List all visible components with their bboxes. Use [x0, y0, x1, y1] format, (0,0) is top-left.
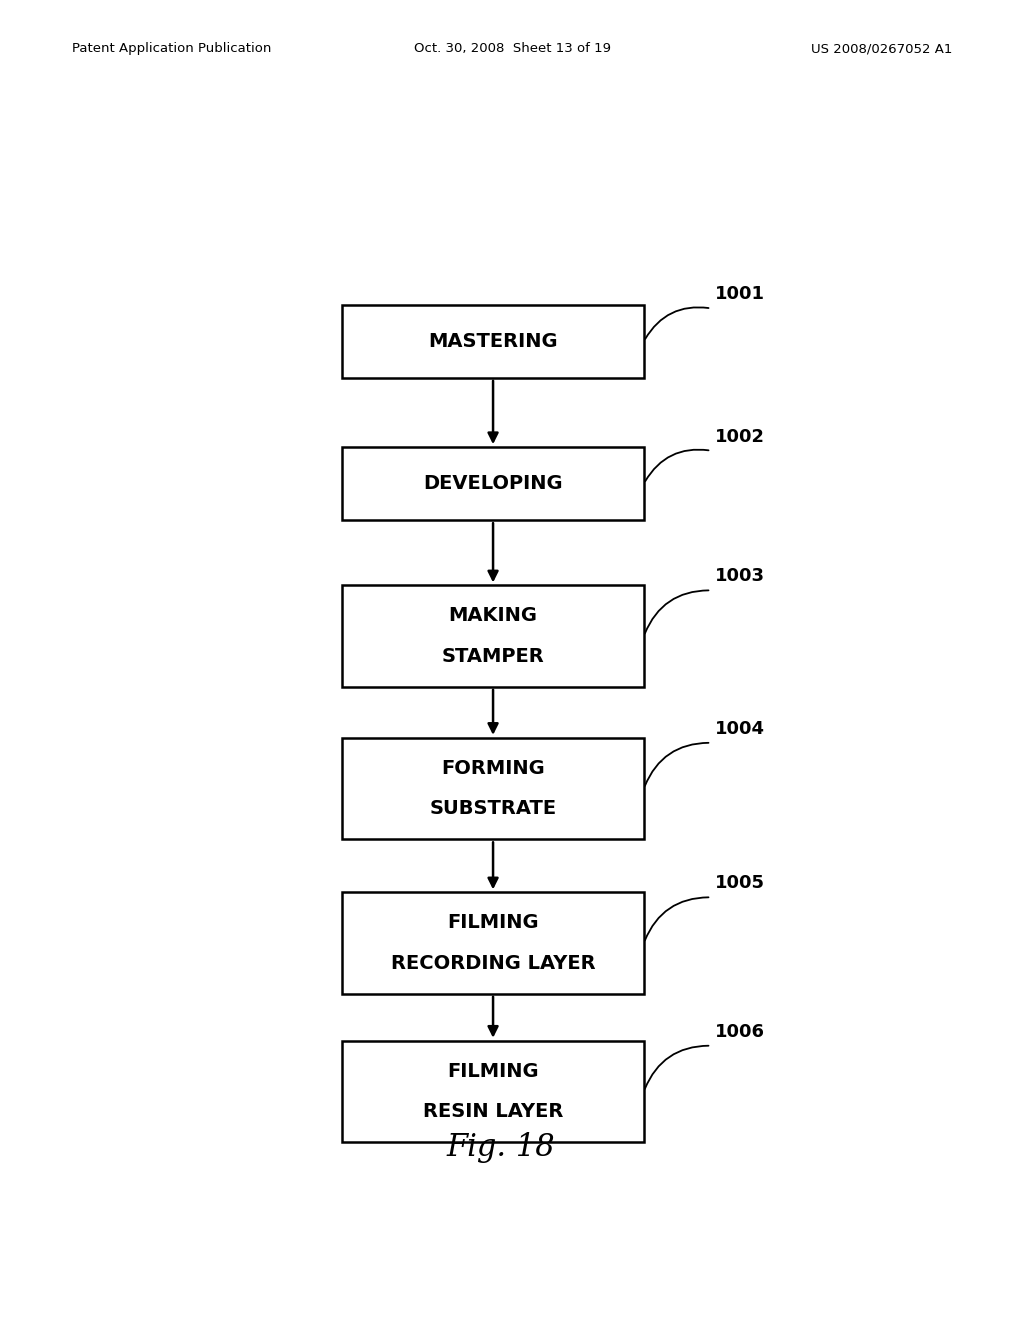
Bar	[342, 892, 644, 994]
Bar	[342, 305, 644, 378]
Text: RESIN LAYER: RESIN LAYER	[423, 1102, 563, 1121]
Text: Oct. 30, 2008  Sheet 13 of 19: Oct. 30, 2008 Sheet 13 of 19	[414, 42, 610, 55]
Text: Patent Application Publication: Patent Application Publication	[72, 42, 271, 55]
Text: SUBSTRATE: SUBSTRATE	[429, 800, 557, 818]
Text: 1005: 1005	[715, 874, 765, 892]
Text: RECORDING LAYER: RECORDING LAYER	[391, 954, 595, 973]
Text: FORMING: FORMING	[441, 759, 545, 777]
Bar	[342, 585, 644, 686]
Bar	[342, 1040, 644, 1142]
Text: FILMING: FILMING	[447, 1061, 539, 1081]
Bar	[342, 738, 644, 840]
Text: Fig. 18: Fig. 18	[446, 1131, 555, 1163]
Text: US 2008/0267052 A1: US 2008/0267052 A1	[811, 42, 952, 55]
Text: 1002: 1002	[715, 428, 765, 446]
Text: 1004: 1004	[715, 719, 765, 738]
Text: 1003: 1003	[715, 568, 765, 585]
Text: STAMPER: STAMPER	[441, 647, 545, 665]
Text: 1001: 1001	[715, 285, 765, 304]
Bar	[342, 447, 644, 520]
Text: MASTERING: MASTERING	[428, 331, 558, 351]
Text: MAKING: MAKING	[449, 606, 538, 626]
Text: DEVELOPING: DEVELOPING	[423, 474, 563, 494]
Text: FILMING: FILMING	[447, 913, 539, 932]
Text: 1006: 1006	[715, 1023, 765, 1040]
